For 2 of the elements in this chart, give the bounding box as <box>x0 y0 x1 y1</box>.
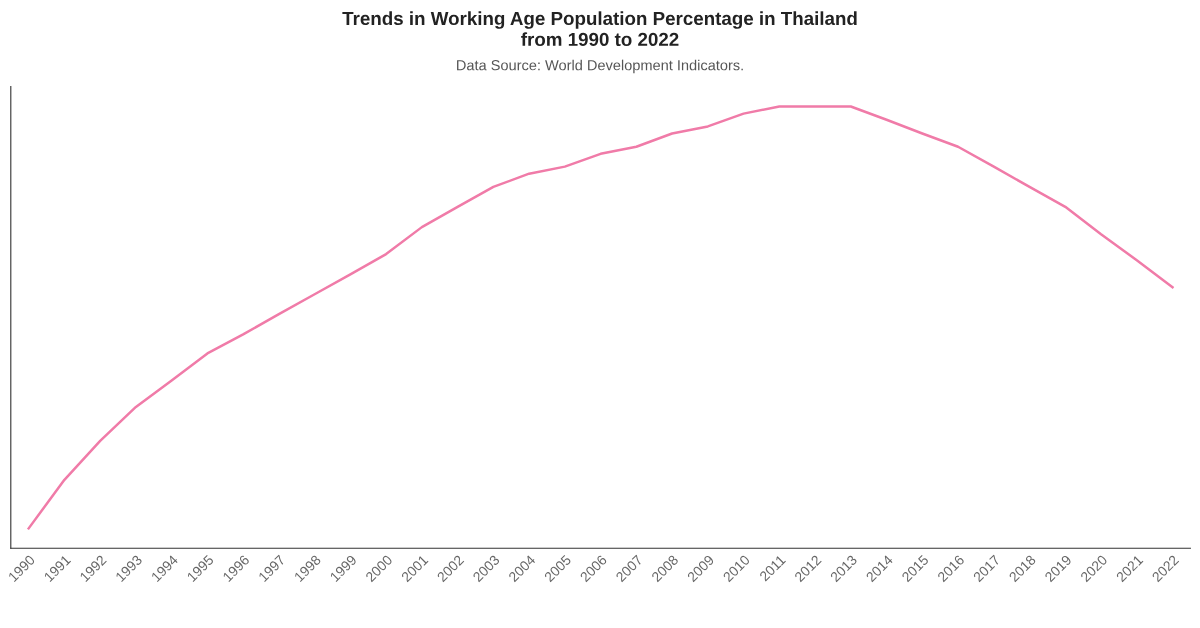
chart-title: Trends in Working Age Population Percentage in Thailand from 1990 to 2022 <box>342 11 857 47</box>
chart-subtitle: Data Source: World Development Indicators. <box>457 59 743 74</box>
